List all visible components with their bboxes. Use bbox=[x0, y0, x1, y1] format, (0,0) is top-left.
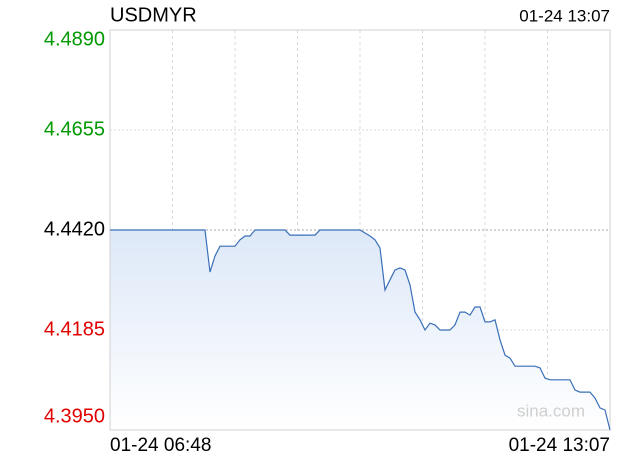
y-tick-label: 4.4420 bbox=[44, 218, 105, 240]
y-tick-label: 4.4185 bbox=[44, 318, 105, 340]
x-tick-label: 01-24 13:07 bbox=[509, 435, 610, 456]
y-tick-label: 4.3950 bbox=[44, 405, 105, 427]
timestamp: 01-24 13:07 bbox=[519, 6, 610, 25]
y-tick-label: 4.4655 bbox=[44, 118, 105, 140]
chart-title: USDMYR bbox=[110, 4, 197, 26]
watermark: sina.com bbox=[517, 401, 585, 420]
x-tick-label: 01-24 06:48 bbox=[110, 435, 211, 456]
y-tick-label: 4.4890 bbox=[44, 28, 105, 50]
price-line bbox=[110, 229, 611, 431]
price-area bbox=[110, 230, 610, 430]
